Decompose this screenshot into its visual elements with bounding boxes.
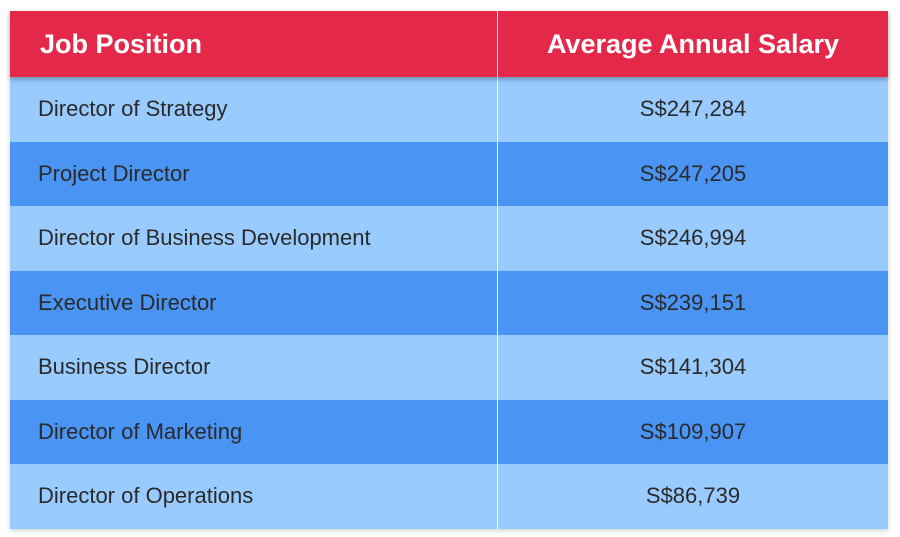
- salary-cell: S$247,284: [639, 96, 747, 122]
- job-position-cell: Director of Strategy: [10, 77, 498, 142]
- table-row: Director of Marketing S$109,907: [10, 399, 888, 464]
- table-row: Director of Operations S$86,739: [10, 464, 888, 529]
- header-job-position: Job Position: [10, 11, 498, 77]
- table-row: Director of Strategy S$247,284: [10, 77, 888, 142]
- salary-cell: S$239,151: [639, 289, 747, 315]
- salary-cell: S$109,907: [639, 418, 747, 444]
- table-body: Director of Strategy S$247,284 Project D…: [10, 77, 888, 529]
- table-row: Project Director S$247,205: [10, 141, 888, 206]
- table-row: Business Director S$141,304: [10, 335, 888, 400]
- header-average-annual-salary: Average Annual Salary: [546, 28, 840, 59]
- salary-table: Job Position Average Annual Salary Direc…: [10, 11, 888, 529]
- job-position-cell: Director of Business Development: [10, 206, 498, 271]
- table-row: Executive Director S$239,151: [10, 270, 888, 335]
- salary-cell: S$246,994: [639, 225, 747, 251]
- salary-cell: S$86,739: [645, 483, 741, 509]
- salary-cell: S$141,304: [639, 354, 747, 380]
- job-position-cell: Business Director: [10, 335, 498, 400]
- table-header-row: Job Position Average Annual Salary: [10, 11, 888, 77]
- salary-cell: S$247,205: [639, 160, 747, 186]
- job-position-cell: Project Director: [10, 141, 498, 206]
- job-position-cell: Executive Director: [10, 270, 498, 335]
- job-position-cell: Director of Operations: [10, 464, 498, 529]
- job-position-cell: Director of Marketing: [10, 399, 498, 464]
- table-row: Director of Business Development S$246,9…: [10, 206, 888, 271]
